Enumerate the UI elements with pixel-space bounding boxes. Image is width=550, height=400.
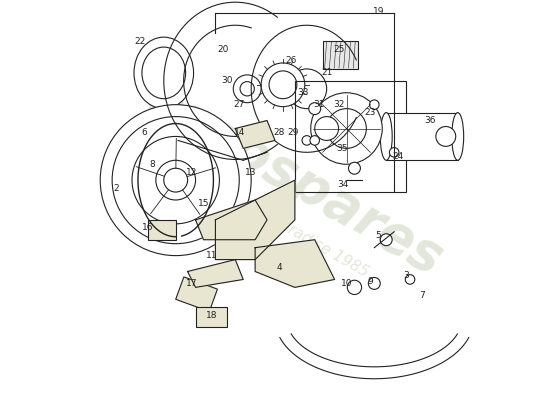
Text: 26: 26 xyxy=(285,56,296,66)
Circle shape xyxy=(368,278,380,289)
Circle shape xyxy=(302,136,311,145)
Circle shape xyxy=(309,103,321,114)
Text: 10: 10 xyxy=(341,279,352,288)
Text: 30: 30 xyxy=(222,76,233,85)
Bar xyxy=(175,277,217,312)
Circle shape xyxy=(310,136,320,145)
Circle shape xyxy=(233,75,261,103)
Text: 7: 7 xyxy=(419,291,425,300)
Circle shape xyxy=(327,109,366,148)
Text: 36: 36 xyxy=(424,116,436,125)
Ellipse shape xyxy=(134,37,194,109)
Text: 21: 21 xyxy=(321,68,332,77)
Polygon shape xyxy=(196,200,267,240)
Text: 12: 12 xyxy=(186,168,197,177)
Text: 15: 15 xyxy=(198,200,209,208)
Text: 34: 34 xyxy=(337,180,348,189)
Text: 29: 29 xyxy=(287,128,299,137)
Ellipse shape xyxy=(380,113,392,160)
Text: 23: 23 xyxy=(365,108,376,117)
Text: 2: 2 xyxy=(113,184,119,192)
Text: 8: 8 xyxy=(149,160,155,169)
Ellipse shape xyxy=(132,136,219,224)
Text: 20: 20 xyxy=(218,44,229,54)
Circle shape xyxy=(349,162,360,174)
Text: 24: 24 xyxy=(393,152,404,161)
Bar xyxy=(148,220,175,240)
Text: 9: 9 xyxy=(367,277,373,286)
Ellipse shape xyxy=(142,47,186,99)
Ellipse shape xyxy=(100,105,251,256)
Circle shape xyxy=(380,234,392,246)
Circle shape xyxy=(156,160,196,200)
Text: 13: 13 xyxy=(245,168,257,177)
Text: eurospares: eurospares xyxy=(138,74,452,286)
Text: 4: 4 xyxy=(276,263,282,272)
Polygon shape xyxy=(235,120,275,148)
Polygon shape xyxy=(188,260,243,287)
Circle shape xyxy=(347,280,361,294)
Ellipse shape xyxy=(112,116,239,244)
Circle shape xyxy=(261,63,305,107)
Text: a parts paradise 1985: a parts paradise 1985 xyxy=(218,183,371,280)
Text: 32: 32 xyxy=(333,100,344,109)
Text: 19: 19 xyxy=(372,7,384,16)
Text: 25: 25 xyxy=(333,44,344,54)
Text: 17: 17 xyxy=(186,279,197,288)
Ellipse shape xyxy=(452,113,464,160)
Circle shape xyxy=(311,93,382,164)
Text: 33: 33 xyxy=(297,88,309,97)
Text: 18: 18 xyxy=(206,311,217,320)
Circle shape xyxy=(164,168,188,192)
Text: 16: 16 xyxy=(142,223,153,232)
Polygon shape xyxy=(216,180,295,260)
Circle shape xyxy=(436,126,456,146)
Circle shape xyxy=(315,116,339,140)
Bar xyxy=(323,41,359,69)
Text: 22: 22 xyxy=(134,37,146,46)
Bar xyxy=(386,113,458,160)
Circle shape xyxy=(389,148,399,157)
Text: 28: 28 xyxy=(273,128,285,137)
Circle shape xyxy=(240,82,254,96)
Polygon shape xyxy=(255,240,334,287)
Text: 3: 3 xyxy=(403,271,409,280)
Circle shape xyxy=(405,275,415,284)
Circle shape xyxy=(269,71,297,99)
Text: 5: 5 xyxy=(376,231,381,240)
Bar xyxy=(196,307,227,327)
Ellipse shape xyxy=(287,69,327,109)
Text: 35: 35 xyxy=(337,144,348,153)
Text: 11: 11 xyxy=(206,251,217,260)
Bar xyxy=(295,81,406,192)
Text: 27: 27 xyxy=(234,100,245,109)
Text: 6: 6 xyxy=(141,128,147,137)
Circle shape xyxy=(370,100,379,110)
Text: 31: 31 xyxy=(313,100,324,109)
Text: 14: 14 xyxy=(234,128,245,137)
Circle shape xyxy=(247,124,263,140)
